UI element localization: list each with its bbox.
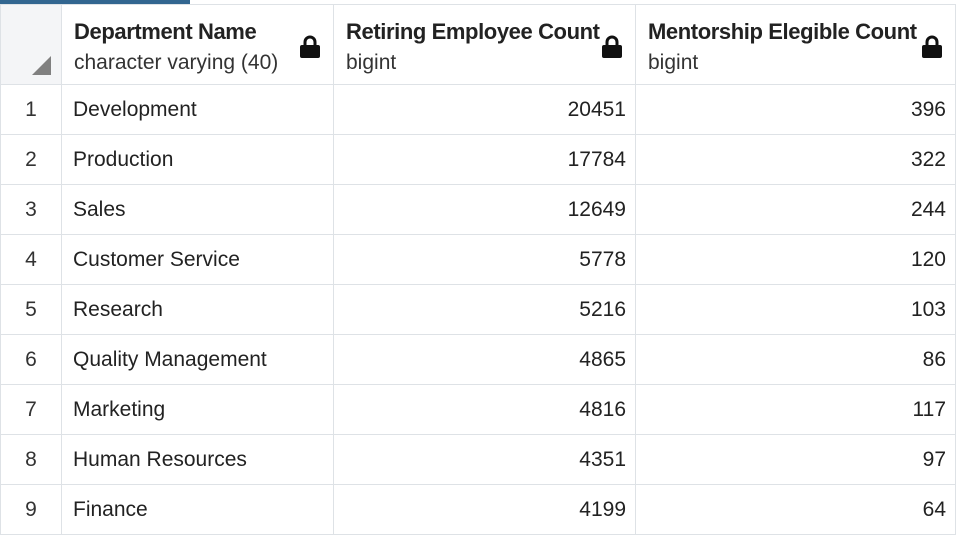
row-number[interactable]: 2 [0,134,62,185]
table-row: 6 Quality Management 4865 86 [0,334,956,385]
cell-department-name[interactable]: Finance [61,484,334,535]
table-row: 2 Production 17784 322 [0,134,956,185]
lock-icon [922,35,942,58]
cell-department-name[interactable]: Production [61,134,334,185]
cell-retiring-employee-count[interactable]: 4816 [333,384,636,435]
row-number[interactable]: 8 [0,434,62,485]
row-number[interactable]: 3 [0,184,62,235]
cell-department-name[interactable]: Development [61,84,334,135]
cell-retiring-employee-count[interactable]: 4865 [333,334,636,385]
column-name: Mentorship Elegible Count [648,19,917,44]
cell-mentorship-elegible-count[interactable]: 86 [635,334,956,385]
cell-department-name[interactable]: Research [61,284,334,335]
column-type: character varying (40) [74,51,279,74]
column-type: bigint [648,51,699,74]
cell-mentorship-elegible-count[interactable]: 117 [635,384,956,435]
active-tab-indicator [0,0,190,4]
cell-retiring-employee-count[interactable]: 5216 [333,284,636,335]
cell-retiring-employee-count[interactable]: 4199 [333,484,636,535]
row-number[interactable]: 7 [0,384,62,435]
table-row: 1 Development 20451 396 [0,84,956,135]
row-number[interactable]: 5 [0,284,62,335]
cell-mentorship-elegible-count[interactable]: 120 [635,234,956,285]
cell-mentorship-elegible-count[interactable]: 97 [635,434,956,485]
column-header-mentorship-elegible-count[interactable]: Mentorship Elegible Count bigint [635,4,956,85]
table-row: 7 Marketing 4816 117 [0,384,956,435]
header-row: Department Name character varying (40) R… [0,4,956,85]
cell-mentorship-elegible-count[interactable]: 244 [635,184,956,235]
table-row: 5 Research 5216 103 [0,284,956,335]
cell-retiring-employee-count[interactable]: 12649 [333,184,636,235]
cell-department-name[interactable]: Quality Management [61,334,334,385]
cell-mentorship-elegible-count[interactable]: 64 [635,484,956,535]
column-type: bigint [346,51,397,74]
column-name: Retiring Employee Count [346,19,600,44]
lock-icon [300,35,320,58]
column-name: Department Name [74,19,257,44]
select-all-corner[interactable] [0,4,62,85]
cell-retiring-employee-count[interactable]: 20451 [333,84,636,135]
table-row: 8 Human Resources 4351 97 [0,434,956,485]
column-header-department-name[interactable]: Department Name character varying (40) [61,4,334,85]
table-row: 3 Sales 12649 244 [0,184,956,235]
cell-mentorship-elegible-count[interactable]: 322 [635,134,956,185]
row-number[interactable]: 9 [0,484,62,535]
cell-mentorship-elegible-count[interactable]: 103 [635,284,956,335]
row-number[interactable]: 4 [0,234,62,285]
row-number[interactable]: 6 [0,334,62,385]
cell-retiring-employee-count[interactable]: 17784 [333,134,636,185]
query-result-grid: Department Name character varying (40) R… [0,4,956,535]
row-number[interactable]: 1 [0,84,62,135]
cell-retiring-employee-count[interactable]: 5778 [333,234,636,285]
cell-mentorship-elegible-count[interactable]: 396 [635,84,956,135]
cell-department-name[interactable]: Marketing [61,384,334,435]
cell-department-name[interactable]: Sales [61,184,334,235]
table-row: 4 Customer Service 5778 120 [0,234,956,285]
table-row: 9 Finance 4199 64 [0,484,956,535]
column-header-retiring-employee-count[interactable]: Retiring Employee Count bigint [333,4,636,85]
cell-department-name[interactable]: Human Resources [61,434,334,485]
lock-icon [602,35,622,58]
cell-department-name[interactable]: Customer Service [61,234,334,285]
select-all-triangle-icon [32,56,51,75]
cell-retiring-employee-count[interactable]: 4351 [333,434,636,485]
